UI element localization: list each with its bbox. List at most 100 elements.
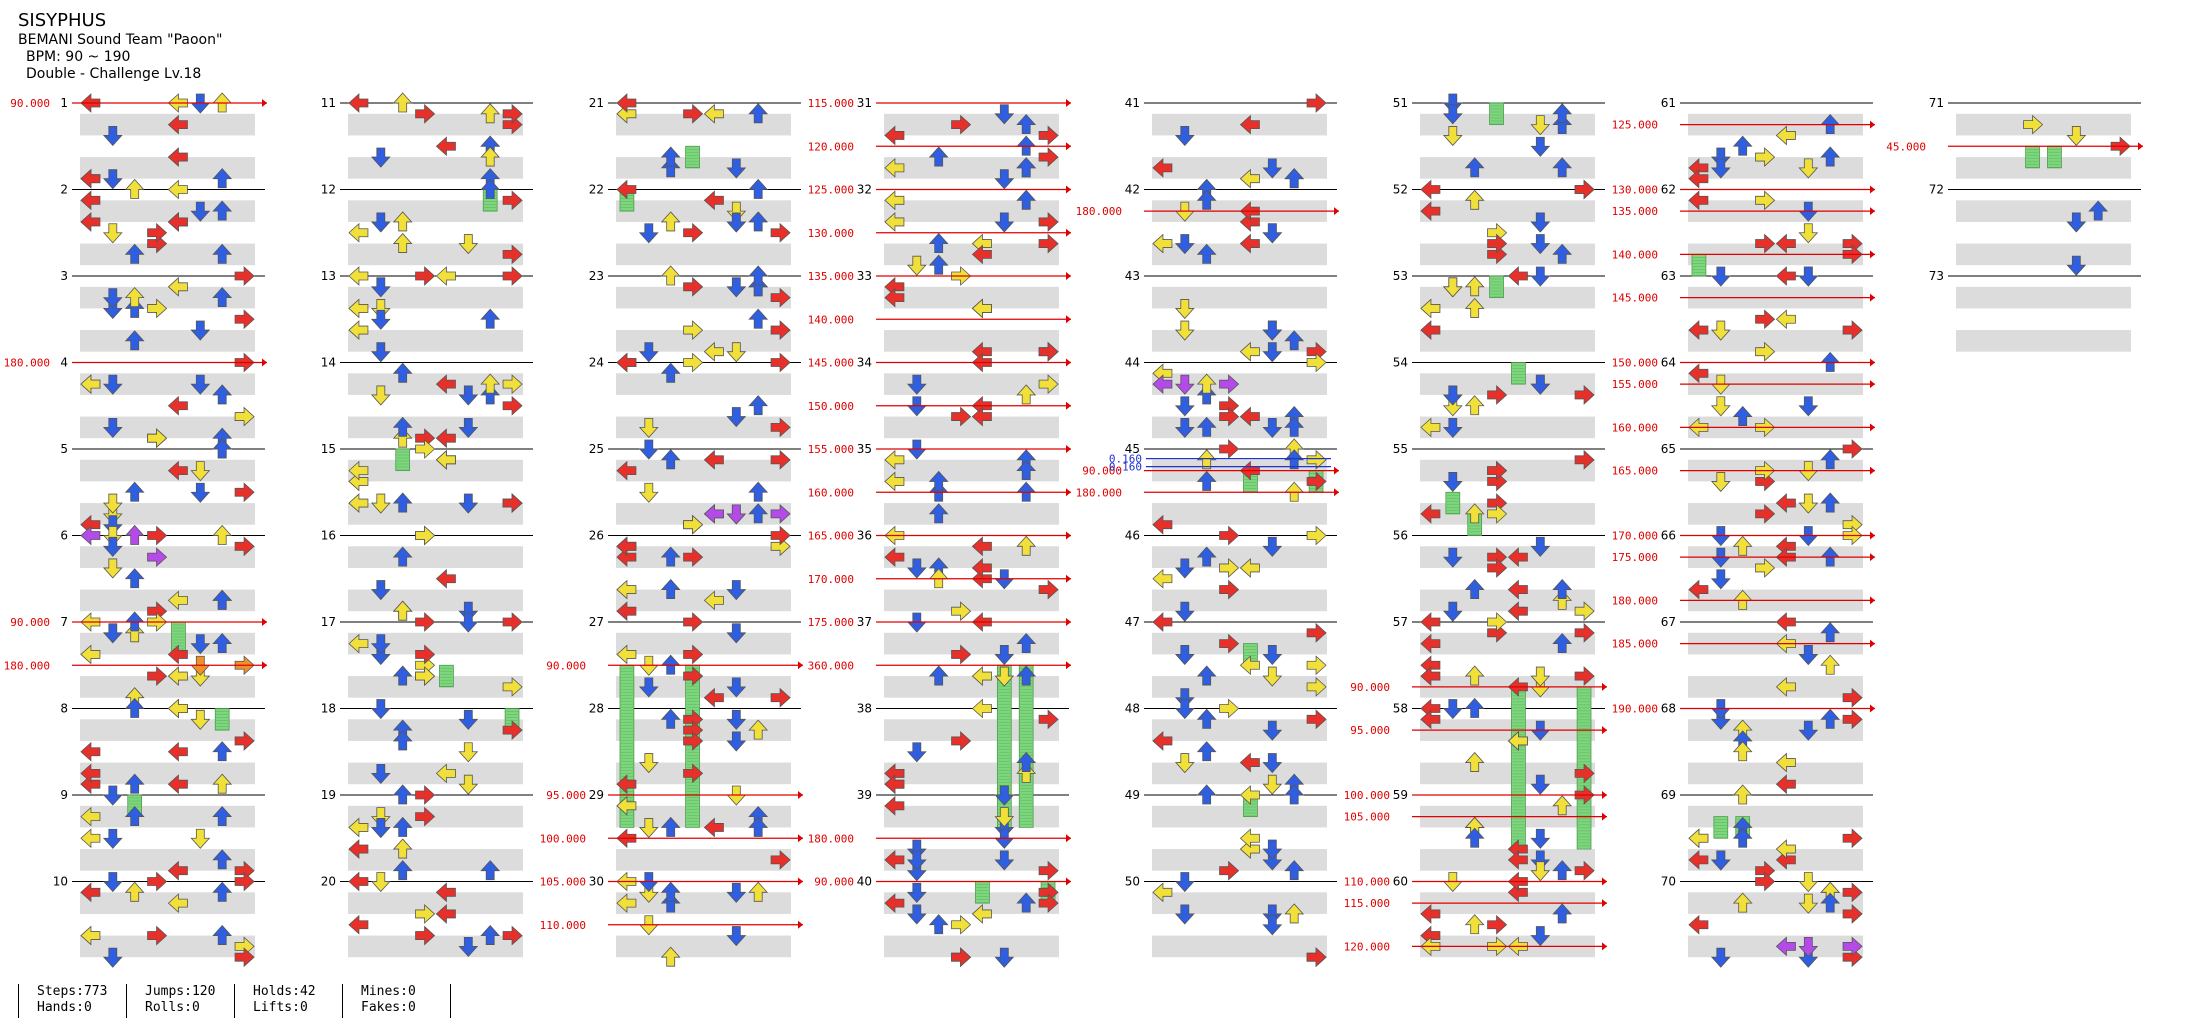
arrow-shape (415, 806, 436, 827)
arrow-note (1820, 492, 1841, 513)
arrow-note (1755, 503, 1776, 524)
arrow-note (1688, 579, 1709, 600)
arrow-shape (147, 925, 168, 946)
arrow-note (80, 168, 101, 189)
bpm-label: 190.000 (1612, 703, 1658, 716)
bpm-label: 145.000 (1612, 292, 1658, 305)
arrow-note (1775, 752, 1796, 773)
measure-number: 57 (1393, 615, 1408, 629)
arrow-note (906, 904, 927, 925)
beat-band (348, 849, 523, 871)
beat-band (1688, 330, 1863, 352)
arrow-shape (1464, 395, 1485, 416)
arrow-note (616, 774, 637, 795)
arrow-note (1442, 104, 1463, 125)
arrow-note (435, 882, 456, 903)
arrow-shape (726, 342, 747, 363)
arrow-shape (1262, 666, 1283, 687)
arrow-shape (190, 461, 211, 482)
arrow-note (190, 461, 211, 482)
arrow-shape (660, 578, 681, 599)
arrow-note (726, 677, 747, 698)
arrow-shape (906, 839, 927, 860)
arrow-note (458, 493, 479, 514)
beat-band (348, 762, 523, 785)
arrow-note (726, 342, 747, 363)
arrow-shape (884, 893, 905, 914)
arrow-note (212, 633, 233, 654)
beat-band (1152, 286, 1327, 309)
arrow-note (616, 93, 637, 113)
arrow-note (212, 524, 233, 545)
arrow-note (884, 287, 905, 308)
arrow-shape (1174, 688, 1195, 709)
bpm-label: 110.000 (540, 919, 586, 932)
beat-band (1152, 892, 1327, 914)
arrow-shape (124, 806, 145, 827)
arrow-shape (348, 222, 369, 243)
arrow-shape (1239, 752, 1260, 773)
arrow-shape (1755, 341, 1776, 362)
arrow-shape (1688, 190, 1709, 211)
arrow-note (1507, 547, 1528, 568)
stat-fakes: Fakes:0 (361, 1000, 416, 1015)
arrow-note (1284, 860, 1305, 881)
arrow-note (638, 753, 659, 774)
arrow-note (392, 232, 413, 253)
arrow-note (348, 914, 369, 935)
arrow-shape (1755, 147, 1776, 167)
arrow-note (1196, 741, 1217, 762)
beat-band (884, 762, 1059, 785)
arrow-note (928, 503, 949, 524)
beat-band (616, 719, 791, 741)
arrow-note (1262, 904, 1283, 925)
bpm-label: 135.000 (808, 270, 854, 283)
arrow-note (1775, 125, 1796, 146)
arrow-note (928, 232, 949, 253)
arrow-note (770, 503, 791, 524)
arrow-note (1174, 699, 1195, 720)
arrow-note (884, 125, 905, 146)
arrow-shape (458, 601, 479, 622)
arrow-note (660, 881, 681, 902)
arrow-shape (971, 244, 992, 265)
arrow-note (147, 525, 168, 546)
arrow-shape (480, 146, 501, 167)
beat-band (80, 113, 255, 136)
arrow-shape (102, 558, 123, 579)
arrow-shape (660, 211, 681, 232)
arrow-note (1016, 114, 1037, 135)
beat-band (616, 157, 791, 179)
arrow-note (616, 579, 637, 600)
arrow-shape (660, 892, 681, 913)
arrow-shape (392, 600, 413, 621)
bpm-label: 90.000 (10, 97, 50, 110)
arrow-note (502, 374, 523, 395)
measure-number: 31 (857, 96, 872, 110)
arrow-note (770, 849, 791, 870)
arrow-note (1284, 416, 1305, 437)
arrow-shape (660, 157, 681, 178)
arrow-note (1152, 882, 1173, 903)
arrow-shape (435, 763, 456, 784)
arrow-shape (392, 416, 413, 437)
arrow-note (1820, 622, 1841, 643)
arrow-shape (884, 471, 905, 492)
arrow-shape (1219, 633, 1240, 654)
arrow-note (1262, 915, 1283, 936)
arrow-shape (1262, 536, 1283, 557)
arrow-shape (415, 925, 436, 946)
arrow-shape (638, 818, 659, 839)
arrow-shape (971, 298, 992, 319)
arrow-shape (190, 201, 211, 222)
arrow-note (415, 266, 436, 286)
arrow-note (458, 417, 479, 438)
arrow-note (102, 623, 123, 644)
arrow-shape (124, 622, 145, 643)
bpm-line-marker (1870, 207, 1875, 216)
bpm-line-marker (1870, 531, 1875, 540)
arrow-shape (616, 601, 637, 622)
arrow-shape (1487, 612, 1508, 632)
arrow-shape (884, 449, 905, 470)
beat-band (348, 632, 523, 655)
